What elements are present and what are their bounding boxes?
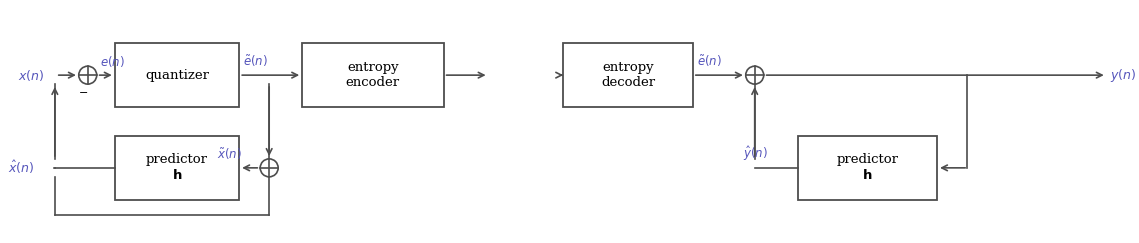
Text: $\hat{x}(n)$: $\hat{x}(n)$: [8, 159, 34, 176]
Text: $y(n)$: $y(n)$: [1109, 67, 1136, 84]
Text: entropy
decoder: entropy decoder: [601, 61, 655, 89]
Bar: [115, 43, 239, 107]
Text: entropy
encoder: entropy encoder: [346, 61, 400, 89]
Bar: [115, 136, 239, 200]
Bar: [564, 43, 693, 107]
Text: $\hat{y}(n)$: $\hat{y}(n)$: [743, 144, 768, 163]
Text: $x(n)$: $x(n)$: [18, 68, 44, 83]
Bar: [797, 136, 937, 200]
Text: quantizer: quantizer: [145, 69, 208, 82]
Text: $-$: $-$: [77, 86, 88, 96]
Text: $\tilde{x}(n)$: $\tilde{x}(n)$: [218, 146, 243, 162]
Text: $\tilde{e}(n)$: $\tilde{e}(n)$: [697, 53, 722, 69]
Bar: [302, 43, 444, 107]
Text: predictor
$\mathbf{h}$: predictor $\mathbf{h}$: [836, 153, 899, 182]
Text: predictor
$\mathbf{h}$: predictor $\mathbf{h}$: [146, 153, 208, 182]
Text: $\tilde{e}(n)$: $\tilde{e}(n)$: [244, 53, 268, 69]
Text: $e(n)$: $e(n)$: [100, 54, 124, 69]
